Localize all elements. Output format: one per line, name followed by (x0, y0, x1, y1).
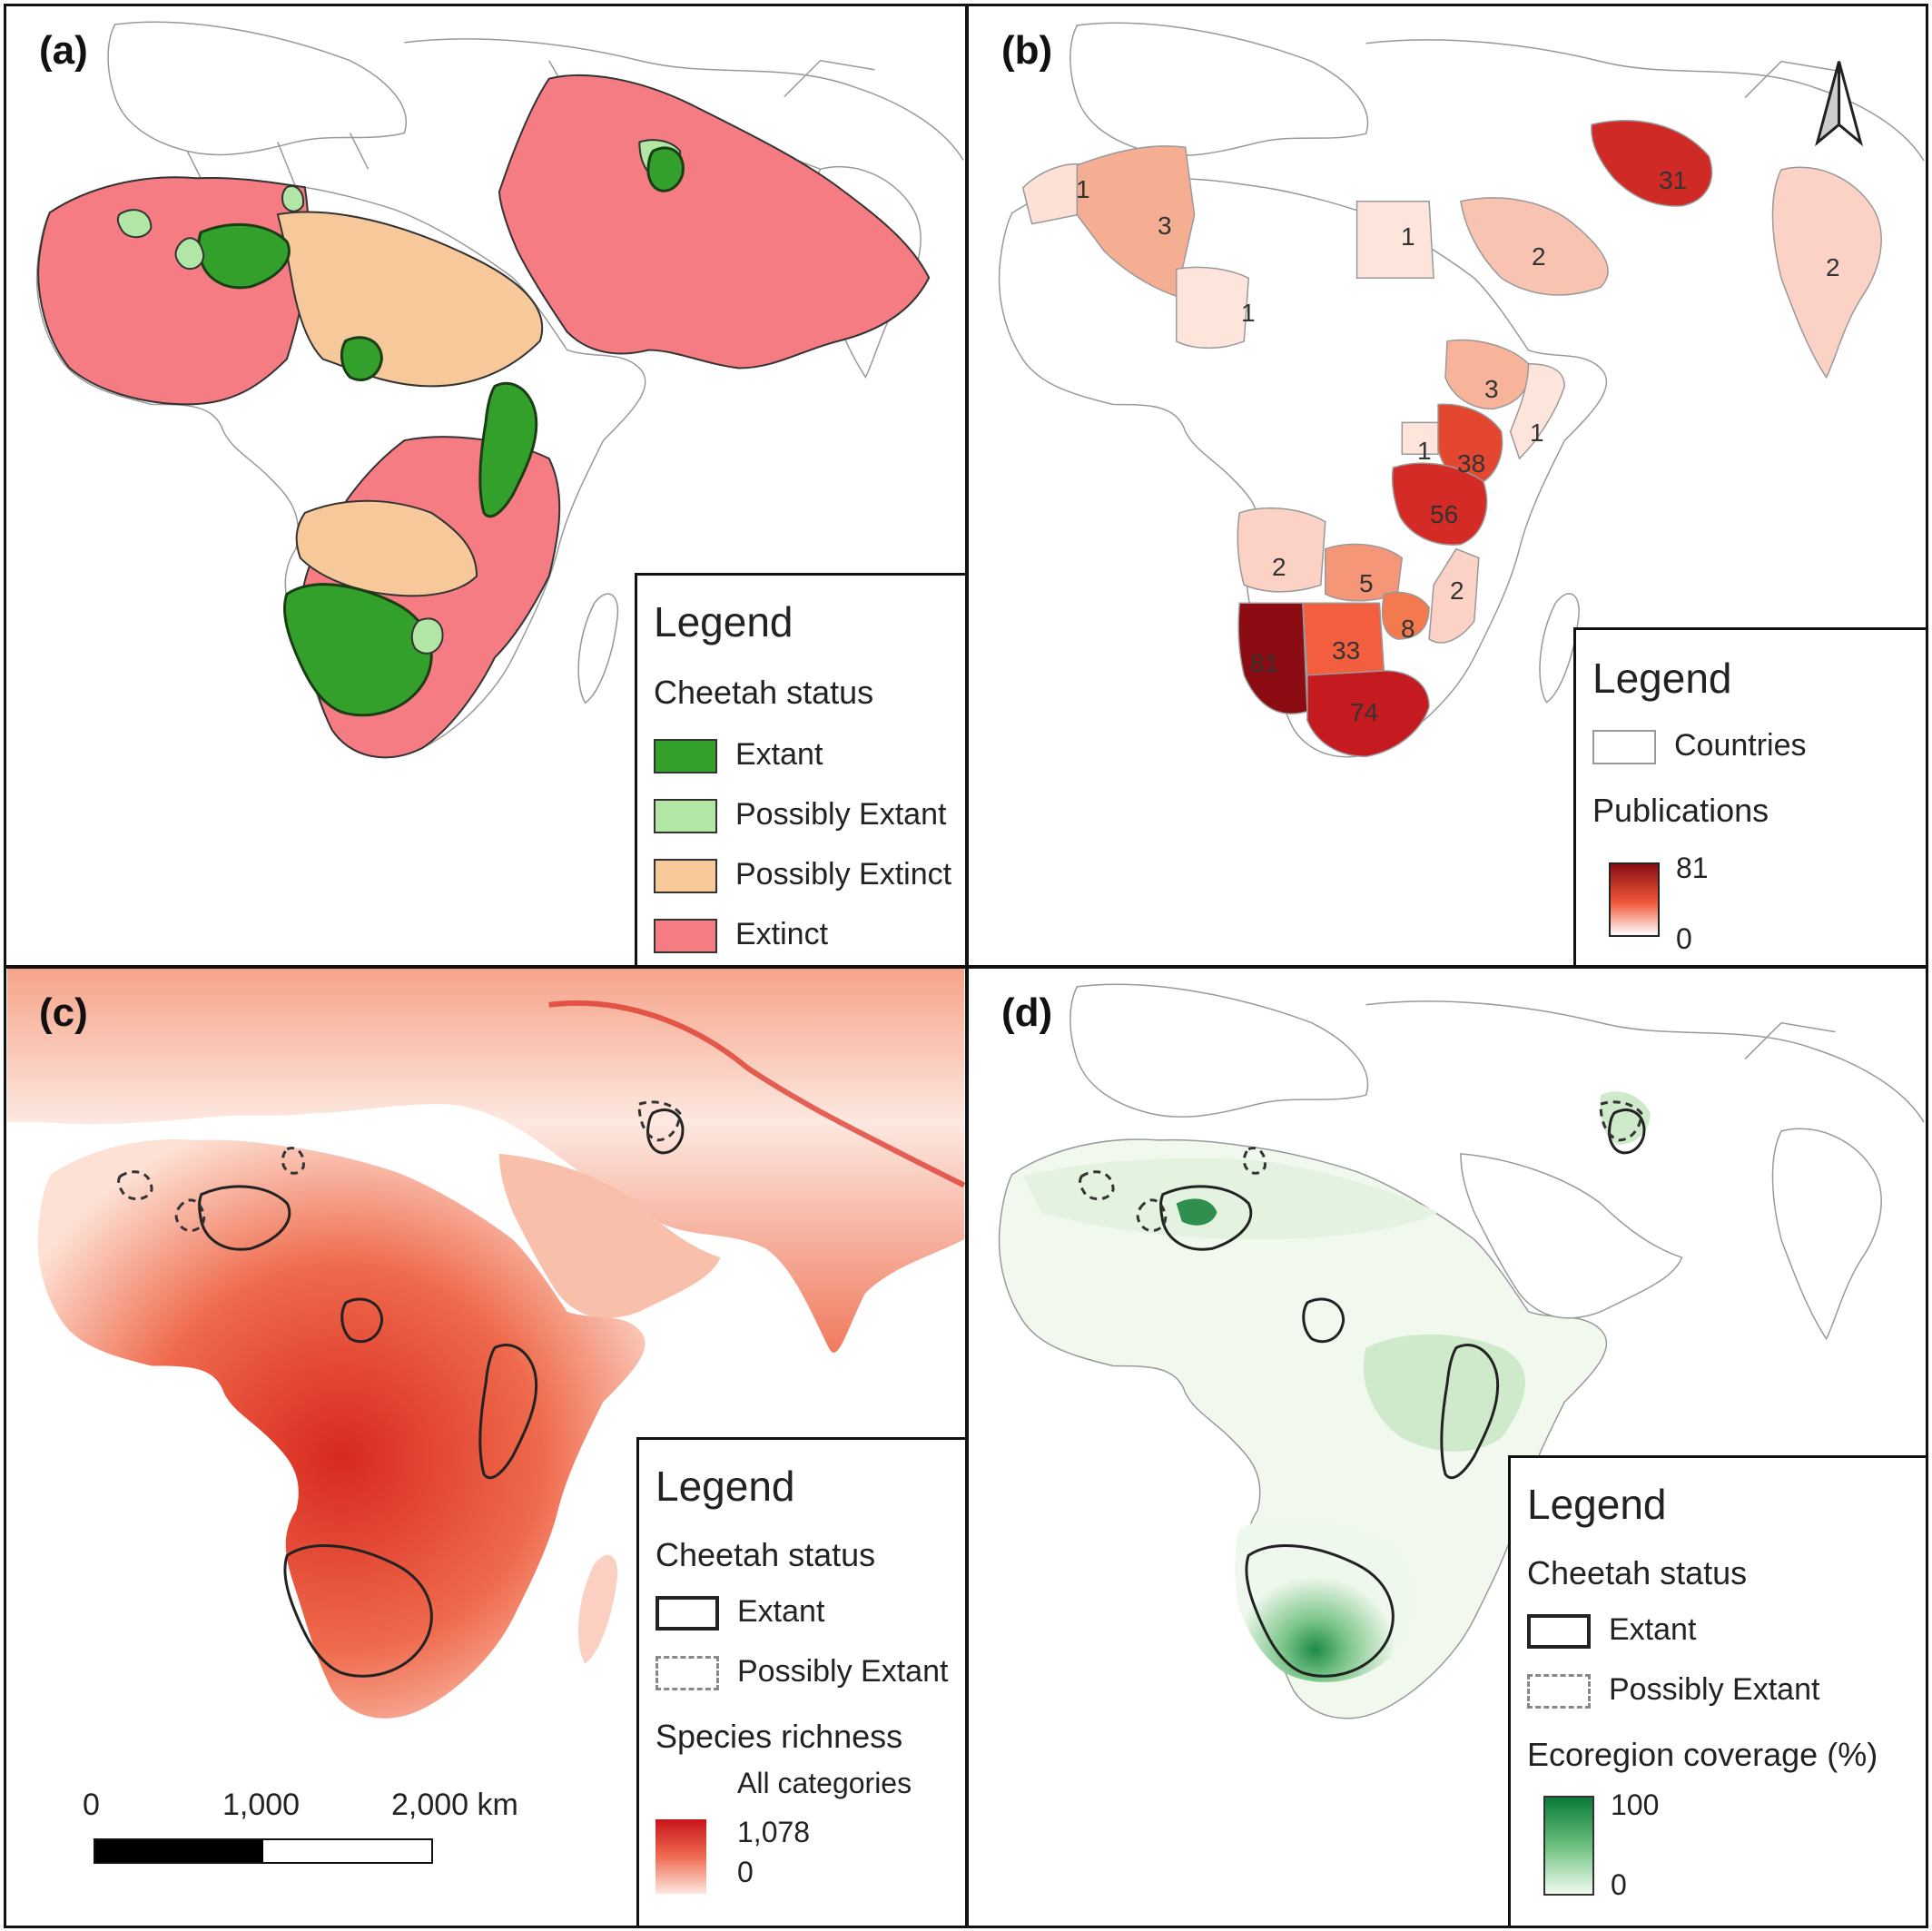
country-value-saudi-arabia: 2 (1532, 242, 1546, 271)
legend-coverage-label: Ecoregion coverage (%) (1527, 1736, 1878, 1773)
country-value-ethiopia: 3 (1484, 375, 1499, 403)
country-value-namibia: 81 (1250, 649, 1279, 677)
legend-richness-label: Species richness (656, 1718, 903, 1755)
legend-subtitle: Cheetah status (656, 1536, 876, 1573)
country-value-botswana: 33 (1332, 636, 1361, 665)
scalebar-label-0: 0 (83, 1788, 100, 1822)
legend-title: Legend (656, 1463, 795, 1510)
country-value-iran-label: 31 (1659, 166, 1688, 194)
legend-swatch-extinct (654, 919, 717, 953)
legend-box: Legend Cheetah status Extant Possibly Ex… (636, 1437, 965, 1926)
legend-swatch-countries (1592, 730, 1656, 764)
legend-box: Legend Cheetah status Extant Possibly Ex… (1508, 1455, 1926, 1926)
map-species-richness (7, 969, 965, 1719)
legend-title: Legend (1527, 1481, 1667, 1528)
legend-coverage-ramp (1543, 1796, 1594, 1896)
panel-b: (b) 1 3 1 1 2 31 31 2 3 1 1 38 56 2 5 2 … (966, 4, 1928, 968)
country-value-mozambique: 2 (1450, 576, 1464, 605)
legend-title: Legend (654, 598, 794, 645)
legend-label-extant: Extant (1609, 1612, 1697, 1647)
legend-box: Legend Cheetah status Extant Possibly Ex… (635, 573, 965, 965)
legend-swatch-possibly-extant (654, 799, 717, 833)
panel-label: (d) (1001, 990, 1053, 1035)
country-value-zambia: 5 (1359, 569, 1374, 597)
country-value-india: 2 (1826, 253, 1840, 281)
country-value-tanzania: 56 (1430, 500, 1459, 528)
legend-publications-max: 81 (1676, 852, 1709, 884)
legend-subtitle: Cheetah status (1527, 1554, 1748, 1591)
legend-label-possibly-extant: Possibly Extant (1609, 1672, 1820, 1707)
panel-label: (b) (1001, 28, 1053, 73)
legend-publications-label: Publications (1592, 792, 1769, 829)
legend-publications-ramp (1609, 862, 1660, 937)
legend-label-extant: Extant (737, 1594, 825, 1629)
map-cheetah-status (35, 21, 964, 759)
scalebar-label-1000: 1,000 (222, 1788, 301, 1822)
country-value-uganda: 1 (1417, 437, 1432, 465)
panel-label: (c) (39, 990, 88, 1035)
country-value-south-africa: 74 (1350, 698, 1379, 726)
map-publications (998, 22, 1925, 758)
country-value-zimbabwe: 8 (1401, 615, 1415, 643)
map-ecoregion-coverage (998, 983, 1925, 1719)
legend-richness-max: 1,078 (737, 1816, 811, 1848)
legend-coverage-max: 100 (1611, 1788, 1660, 1821)
legend-label-possibly-extant: Possibly Extant (737, 1654, 949, 1689)
country-value-somalia: 1 (1530, 419, 1544, 447)
country-value-algeria: 3 (1158, 212, 1172, 240)
legend-swatch-possibly-extinct (654, 859, 717, 893)
legend-publications-min: 0 (1676, 922, 1692, 955)
panel-a: (a) Legend Cheetah status Extant Possibl… (4, 4, 968, 968)
legend-box: Legend Countries Publications 81 0 (1573, 627, 1926, 965)
legend-coverage-min: 0 (1611, 1868, 1627, 1901)
legend-subtitle: Cheetah status (654, 674, 874, 711)
panel-label: (a) (39, 28, 88, 73)
legend-label-possibly-extinct: Possibly Extinct (735, 857, 952, 892)
legend-swatch-extant (1527, 1614, 1591, 1649)
legend-swatch-extant (656, 1596, 719, 1631)
scalebar-label-2000: 2,000 km (391, 1788, 518, 1822)
country-value-kenya: 38 (1457, 449, 1486, 478)
north-arrow (1815, 61, 1864, 147)
country-value-angola: 2 (1272, 553, 1286, 581)
legend-label-countries: Countries (1674, 728, 1807, 763)
legend-label-possibly-extant: Possibly Extant (735, 797, 947, 832)
legend-label-extant: Extant (735, 737, 823, 772)
legend-swatch-extant (654, 739, 717, 773)
country-value-niger: 1 (1241, 299, 1256, 327)
panel-d: (d) Legend Cheetah status Extant Possibl… (966, 966, 1928, 1928)
legend-label-extinct: Extinct (735, 917, 829, 951)
panel-c: (c) 0 1,000 2,000 km Legend Cheetah stat… (4, 966, 968, 1928)
country-value-egypt: 1 (1401, 222, 1415, 251)
legend-richness-ramp (656, 1819, 706, 1894)
legend-richness-min: 0 (737, 1856, 754, 1888)
legend-richness-sublabel: All categories (737, 1767, 912, 1799)
legend-swatch-possibly-extant (1527, 1674, 1591, 1709)
legend-title: Legend (1592, 655, 1732, 702)
scalebar (94, 1838, 433, 1864)
country-value-morocco: 1 (1076, 175, 1090, 203)
legend-swatch-possibly-extant (656, 1656, 719, 1690)
